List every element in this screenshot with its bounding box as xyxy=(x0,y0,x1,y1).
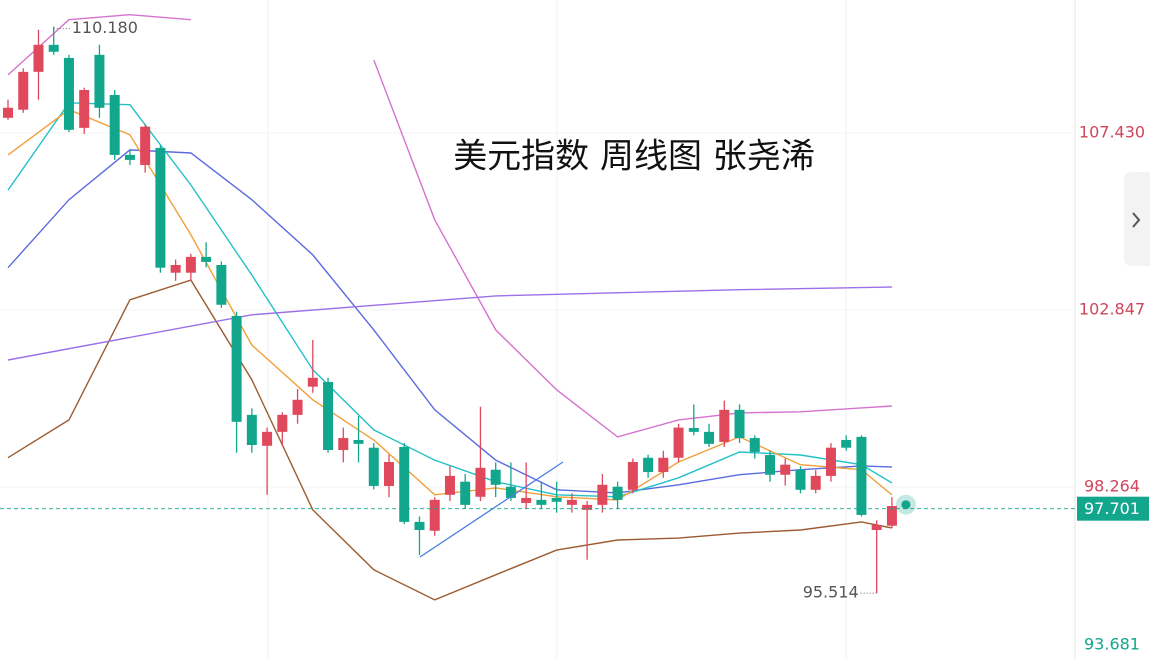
candle-body xyxy=(780,464,791,475)
candle-body xyxy=(627,461,638,490)
candle-body xyxy=(307,377,318,387)
low-label: 95.514 xyxy=(803,583,859,602)
last-price-dot xyxy=(901,500,911,510)
candle-body xyxy=(246,414,257,445)
candle-body xyxy=(18,71,29,110)
ma-line xyxy=(7,279,893,601)
candle-body xyxy=(170,264,181,273)
candle-body xyxy=(460,481,471,505)
candle-body xyxy=(414,521,425,530)
candle-body xyxy=(719,409,730,442)
candle-body xyxy=(475,467,486,497)
candle-body xyxy=(582,504,593,510)
candle-body xyxy=(292,399,303,415)
candle-body xyxy=(444,475,455,495)
candle-body xyxy=(521,497,532,503)
candle-body xyxy=(551,497,562,502)
candle-body xyxy=(185,256,196,273)
candle-body xyxy=(368,447,379,486)
candle-body xyxy=(384,461,394,486)
candle-body xyxy=(749,438,760,452)
last-price-label: 97.701 xyxy=(1084,499,1140,518)
candle-body xyxy=(871,524,882,530)
candle-body xyxy=(262,431,273,446)
candle-body xyxy=(277,414,288,432)
candle-body xyxy=(140,126,151,165)
candle-body xyxy=(765,455,775,475)
candle-body xyxy=(94,54,105,108)
candle-body xyxy=(825,447,836,476)
candle-body xyxy=(856,436,867,515)
candle-body xyxy=(353,439,364,444)
y-tick-label: 98.264 xyxy=(1084,476,1140,495)
candle-body xyxy=(201,256,212,262)
candle-body xyxy=(643,457,654,473)
candle-body xyxy=(399,446,410,522)
y-tick-label: 102.847 xyxy=(1079,299,1145,318)
candle-body xyxy=(734,409,745,439)
y-tick-label: 93.681 xyxy=(1084,635,1140,654)
candle-body xyxy=(216,264,227,305)
candle-body xyxy=(536,499,547,505)
chart-title: 美元指数 周线图 张尧浠 xyxy=(453,137,815,177)
candle-body xyxy=(48,44,59,52)
candle-body xyxy=(109,95,120,155)
last-price-box xyxy=(1077,496,1149,521)
ma-line xyxy=(7,13,892,438)
candle-body xyxy=(490,469,501,485)
candle-body xyxy=(3,107,13,118)
high-label: 110.180 xyxy=(72,18,138,37)
candle-body xyxy=(673,427,684,458)
candle-body xyxy=(597,484,608,505)
candle-body xyxy=(33,44,44,72)
candle-body xyxy=(429,499,440,531)
candle-body xyxy=(79,90,90,128)
candle-body xyxy=(795,469,806,490)
candle-body xyxy=(810,475,821,490)
candle-body xyxy=(124,154,135,160)
candle-body xyxy=(688,428,699,432)
y-tick-label: 107.430 xyxy=(1079,122,1145,141)
candle-body xyxy=(841,439,852,448)
candle-body xyxy=(704,431,715,444)
ma-line xyxy=(7,286,892,361)
candle-body xyxy=(612,486,623,500)
candle-body xyxy=(566,499,577,505)
candle-body xyxy=(63,57,74,130)
candle-body xyxy=(886,506,897,526)
chevron-icon xyxy=(1132,212,1141,228)
candle-body xyxy=(231,315,242,422)
candle-body xyxy=(323,382,334,451)
candle-body xyxy=(155,147,166,268)
trend-line xyxy=(419,461,564,558)
candle-body xyxy=(658,457,669,473)
candle-body xyxy=(505,486,516,498)
candle-body xyxy=(338,438,349,451)
